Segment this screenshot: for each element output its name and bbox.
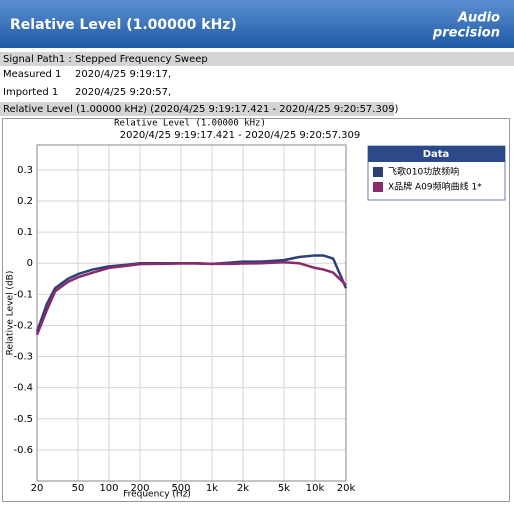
signal-path: Signal Path1 : Stepped Frequency Sweep	[3, 54, 208, 65]
x-tick-label: 5k	[278, 483, 290, 494]
x-tick-label: 20k	[337, 483, 356, 494]
legend-label: 飞歌010功放频响	[388, 166, 459, 178]
x-tick-label: 10k	[306, 483, 325, 494]
x-tick-label: 500	[171, 483, 190, 494]
x-tick-label: 100	[99, 483, 118, 494]
y-tick-label: -0.3	[13, 352, 33, 363]
y-tick-label: 0.3	[17, 165, 33, 176]
y-tick-label: 0	[27, 258, 33, 269]
chart-subtitle: 2020/4/25 9:19:17.421 - 2020/4/25 9:20:5…	[120, 130, 361, 141]
legend-header	[368, 146, 505, 162]
y-tick-label: -0.4	[13, 383, 33, 394]
y-tick-label: 0.2	[17, 196, 33, 207]
row-bg	[0, 102, 394, 116]
x-tick-label: 200	[130, 483, 149, 494]
y-tick-label: -0.1	[13, 289, 33, 300]
imported-value: 2020/4/25 9:20:57,	[75, 87, 171, 98]
plot-area	[36, 144, 347, 482]
plot-border	[36, 144, 347, 482]
x-tick-label: 50	[72, 483, 85, 494]
legend-title: Data	[423, 149, 450, 160]
y-tick-label: -0.5	[13, 414, 33, 425]
header-title: Relative Level (1.00000 kHz)	[10, 17, 237, 33]
y-tick-label: 0.1	[17, 227, 33, 238]
y-axis-label: Relative Level (dB)	[6, 271, 16, 356]
imported-label: Imported 1	[3, 87, 58, 98]
x-tick-label: 20	[31, 483, 44, 494]
legend-swatch	[373, 182, 383, 192]
measured-label: Measured 1	[3, 69, 61, 80]
y-tick-label: -0.2	[13, 320, 33, 331]
measured-value: 2020/4/25 9:19:17,	[75, 69, 171, 80]
series-line	[35, 261, 347, 336]
y-tick-label: -0.6	[13, 445, 33, 456]
logo-bottom: precision	[432, 26, 500, 41]
chart-title: Relative Level (1.00000 kHz)	[114, 119, 266, 129]
legend-label: X品牌 A09频响曲线 1*	[388, 181, 482, 193]
section-title: Relative Level (1.00000 kHz) (2020/4/25 …	[3, 104, 399, 115]
legend-swatch	[373, 167, 383, 177]
x-axis-label: Frequency (Hz)	[123, 490, 191, 500]
x-tick-label: 2k	[237, 483, 249, 494]
header-bar	[0, 0, 514, 48]
x-tick-label: 1k	[206, 483, 218, 494]
row-bg	[0, 52, 514, 66]
logo-top: Audio	[457, 11, 500, 26]
